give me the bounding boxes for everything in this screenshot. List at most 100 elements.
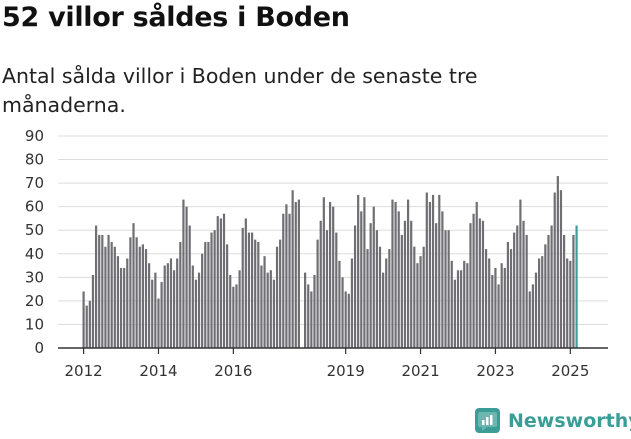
bar [509, 249, 513, 348]
bar [360, 211, 363, 348]
bar [291, 190, 294, 348]
bar [385, 258, 388, 348]
bar [357, 194, 360, 348]
bar [441, 211, 444, 348]
y-tick-label: 10 [25, 315, 44, 333]
bar [151, 279, 154, 348]
bar [316, 239, 319, 348]
bar [400, 234, 403, 348]
bar [559, 190, 563, 348]
chart-subtitle: Antal sålda villor i Boden under de sena… [2, 64, 478, 117]
bar [85, 305, 88, 348]
bar [185, 206, 188, 348]
bar [369, 223, 372, 348]
bar [422, 246, 425, 348]
bar [113, 246, 116, 348]
bar [453, 279, 456, 348]
bar [410, 220, 413, 348]
x-tick-label: 2023 [476, 362, 514, 380]
bar [435, 223, 438, 348]
y-tick-label: 50 [25, 221, 44, 239]
bar [469, 223, 472, 348]
bar-series [82, 176, 578, 348]
y-axis: 0 10 20 30 40 50 60 70 80 90 [25, 127, 44, 357]
bar [216, 216, 219, 348]
bar [553, 192, 556, 348]
bar [478, 218, 481, 348]
x-tick-label: 2019 [327, 362, 365, 380]
bar [456, 270, 460, 348]
bar [235, 284, 238, 348]
bar [516, 225, 519, 348]
bar [425, 192, 428, 348]
bar [182, 199, 185, 348]
page-title: 52 villor såldes i Boden [2, 2, 350, 33]
y-tick-label: 30 [25, 268, 44, 286]
bar [325, 230, 329, 348]
bar [491, 274, 494, 348]
bar [332, 206, 335, 348]
bar [285, 204, 288, 348]
x-axis: 2012 2014 2016 2019 2021 2023 2025 [58, 347, 608, 380]
bar [213, 230, 216, 348]
y-tick-label: 40 [25, 245, 44, 263]
bar [132, 223, 135, 348]
bar [397, 211, 400, 348]
bar [222, 213, 226, 348]
bar [238, 270, 241, 348]
bar [466, 263, 469, 348]
bar [500, 263, 503, 348]
x-tick-label: 2016 [214, 362, 252, 380]
bar [519, 199, 522, 348]
bar [522, 220, 525, 348]
bar [82, 291, 85, 348]
bar [119, 267, 123, 348]
bar [450, 260, 453, 348]
data-label-latest: 52 [570, 0, 589, 4]
x-tick-label: 2021 [401, 362, 439, 380]
bar [538, 258, 541, 348]
y-tick-label: 0 [34, 339, 44, 357]
bar [219, 218, 222, 348]
bar [438, 194, 441, 348]
bar [123, 267, 126, 348]
bar [431, 194, 435, 348]
bar [98, 234, 101, 348]
bar [562, 234, 566, 348]
x-tick-label: 2014 [139, 362, 177, 380]
bar [126, 258, 129, 348]
bar [475, 201, 478, 348]
bar [341, 277, 344, 348]
bar [394, 201, 397, 348]
bar [250, 232, 254, 348]
bar [144, 249, 148, 348]
bar [338, 260, 341, 348]
bar [366, 249, 369, 348]
bar [191, 265, 194, 348]
bar [413, 246, 416, 348]
bar [172, 270, 176, 348]
bar [350, 258, 354, 348]
bar [319, 220, 322, 348]
bar [135, 237, 138, 348]
bar [194, 279, 198, 348]
bar [406, 199, 410, 348]
bar [313, 274, 316, 348]
bar [226, 244, 229, 348]
y-tick-label: 20 [25, 292, 44, 310]
bar [322, 197, 325, 348]
bar [269, 270, 272, 348]
bar [428, 201, 432, 348]
bar [460, 270, 463, 348]
bar [528, 291, 531, 348]
bar [547, 234, 550, 348]
bar [550, 225, 553, 348]
bar [506, 242, 510, 348]
bar [163, 265, 166, 348]
bar [166, 263, 169, 348]
bar [416, 263, 419, 348]
bar [541, 256, 544, 348]
x-tick-label: 2012 [65, 362, 103, 380]
bar [197, 272, 201, 348]
bar [572, 234, 575, 348]
